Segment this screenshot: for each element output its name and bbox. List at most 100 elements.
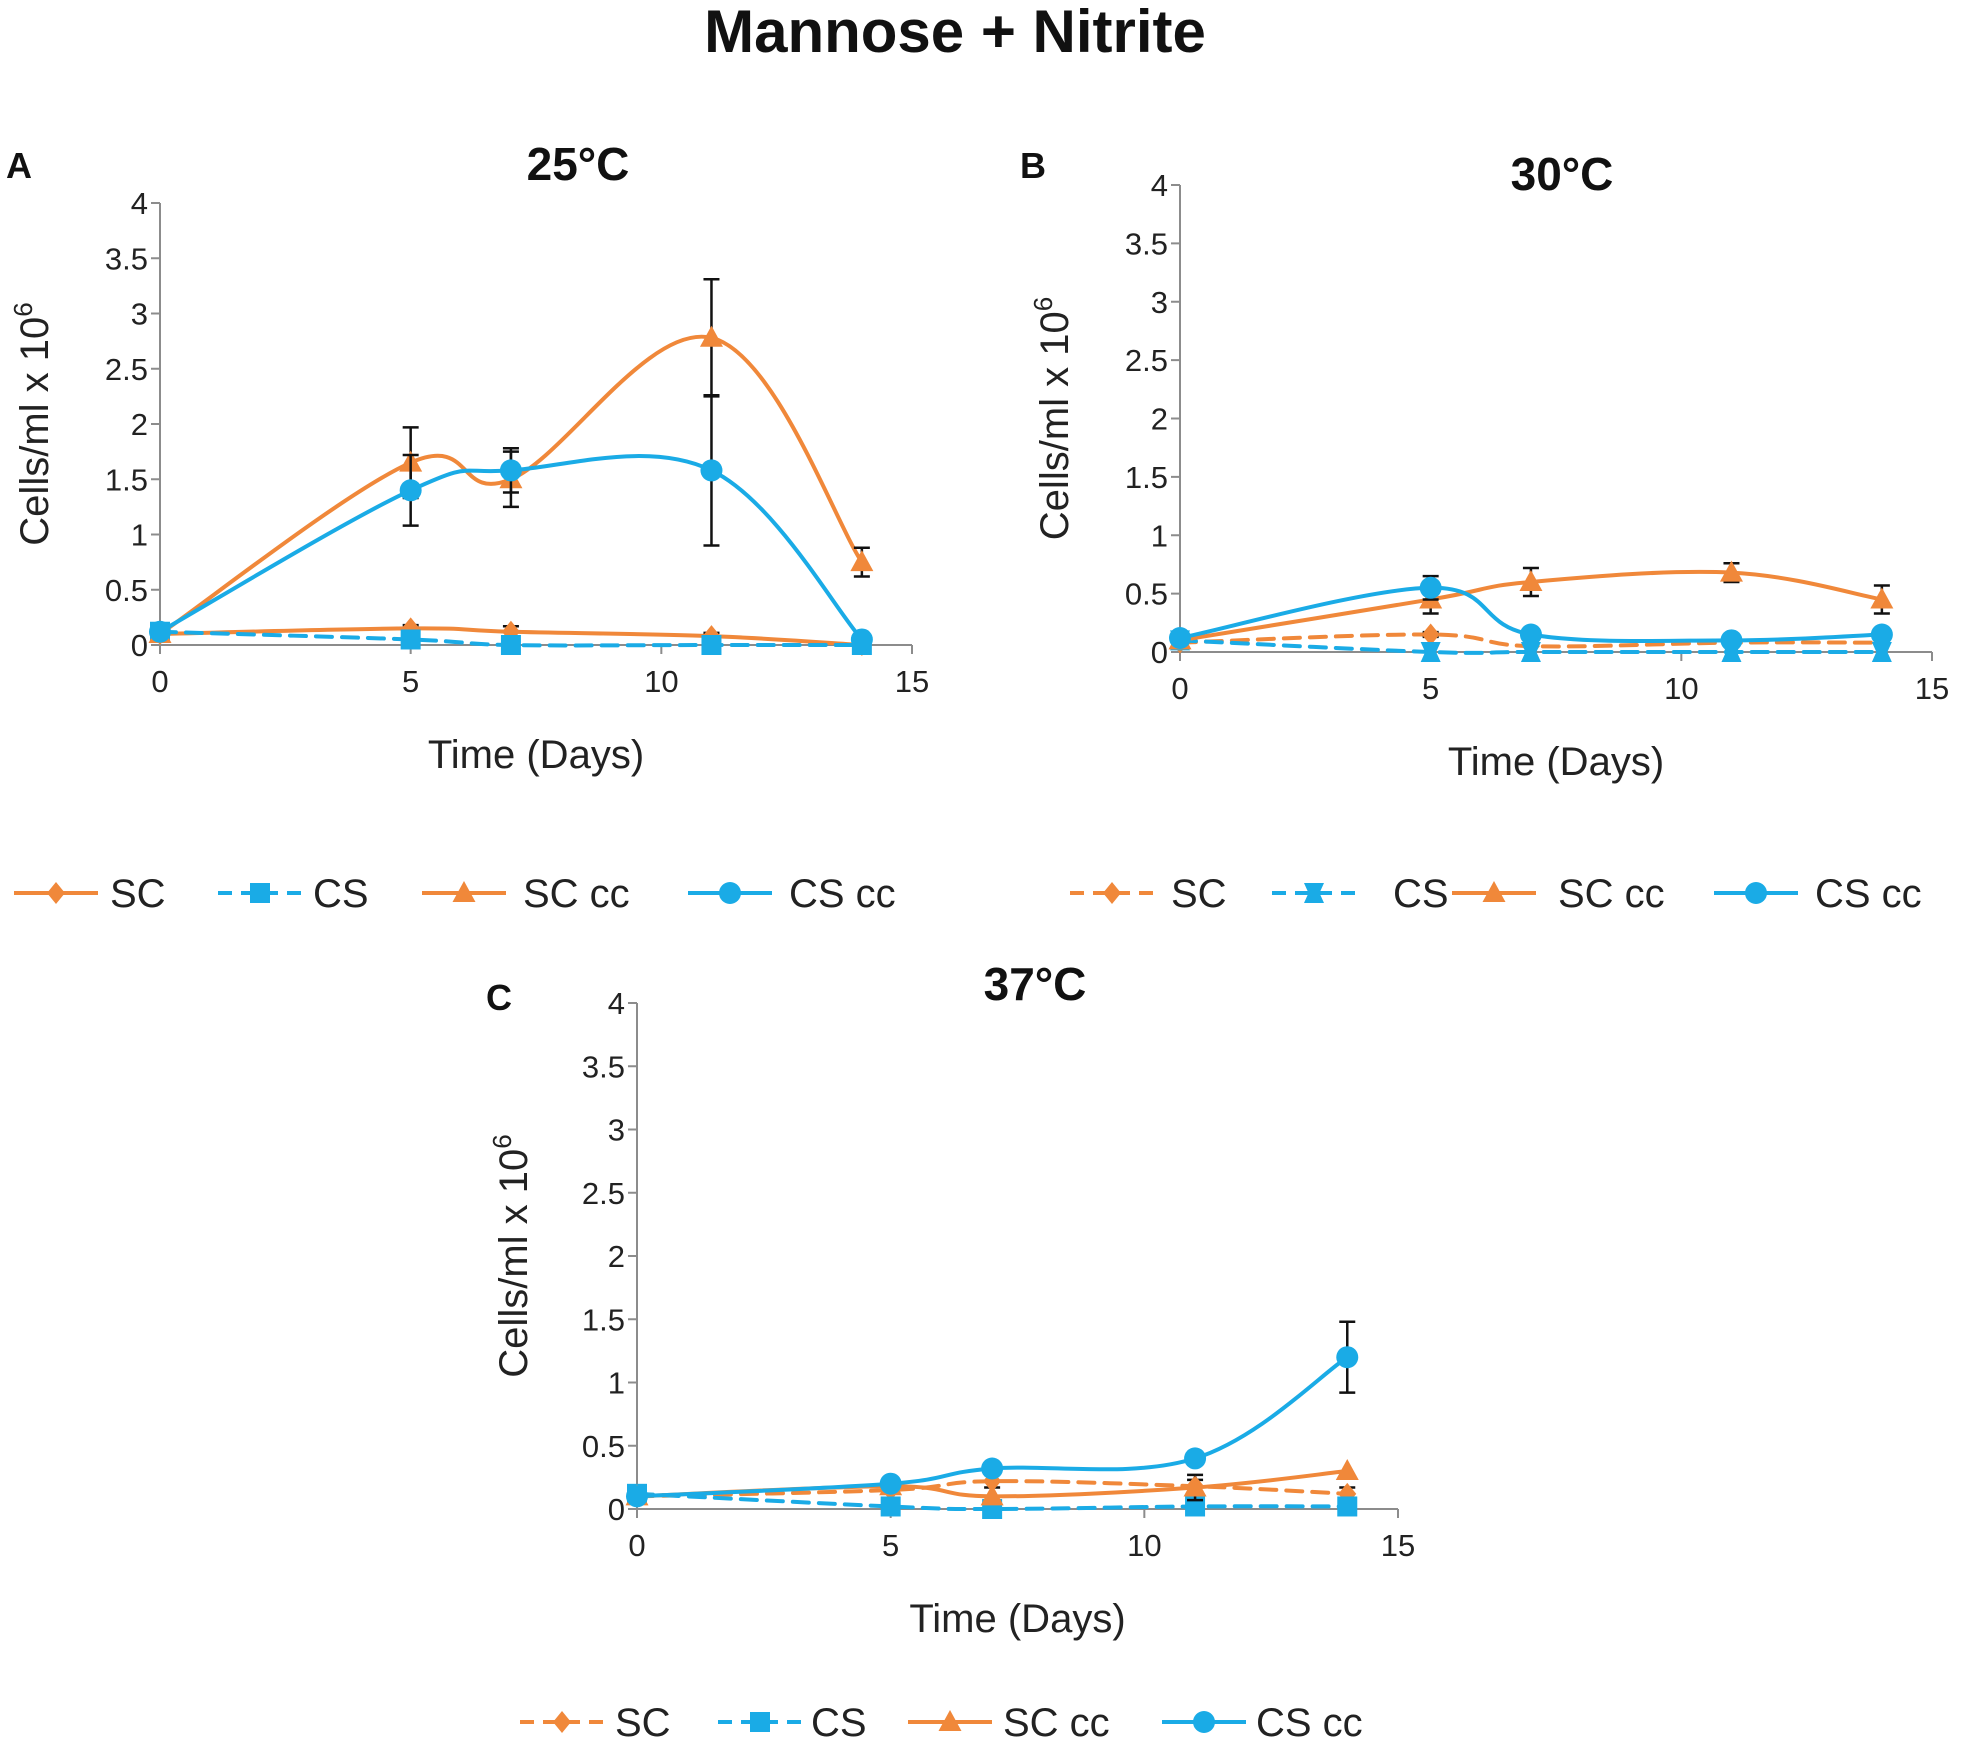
legend: SC CS SC cc CS cc: [520, 1701, 1363, 1745]
data-point: [1519, 623, 1542, 646]
panel-letter: B: [1020, 145, 1046, 186]
legend-item-sc: SC: [1070, 872, 1227, 916]
y-tick-label: 3.5: [1125, 226, 1168, 261]
y-tick-label: 1.5: [105, 462, 148, 497]
data-point: [879, 1472, 902, 1495]
y-tick-label: 2: [608, 1239, 625, 1274]
y-tick-label: 2.5: [105, 352, 148, 387]
y-axis-title-superscript: 6: [487, 1134, 517, 1148]
y-tick-label: 0.5: [582, 1429, 625, 1464]
x-tick-label: 5: [882, 1528, 899, 1563]
x-tick-label: 10: [1664, 671, 1698, 706]
legend-marker: [47, 882, 65, 904]
y-tick-label: 1: [131, 518, 148, 553]
data-point: [400, 629, 421, 650]
legend-marker: [1103, 882, 1121, 904]
legend-label: SC cc: [523, 872, 630, 916]
x-axis-title: Time (Days): [1448, 740, 1664, 784]
figure-title: Mannose + Nitrite: [704, 0, 1206, 65]
y-tick-label: 3.5: [582, 1049, 625, 1084]
legend-item-sc-cc: SC cc: [422, 872, 630, 916]
marker-shape: [1420, 642, 1441, 662]
legend-marker: [1304, 883, 1324, 903]
legend-item-cs: CS: [218, 872, 369, 916]
legend-label: CS: [313, 872, 369, 916]
data-point: [1184, 1447, 1207, 1470]
y-tick-label: 1: [1151, 518, 1168, 553]
data-point: [1185, 1496, 1206, 1517]
data-point: [1519, 569, 1543, 591]
legend-item-sc: SC: [520, 1701, 671, 1745]
legend-label: SC: [615, 1701, 671, 1745]
y-axis-title: Cells/ml x 106: [1028, 297, 1077, 540]
data-point: [149, 620, 171, 643]
chart-panel-a: A 25°C 0 0.5 1 1.5 2 2.5 3 3.5 4 0 5 10 15 Time (Days) C…: [6, 138, 929, 916]
legend: SC CS SC cc CS cc: [1070, 872, 1922, 916]
y-tick-label: 3: [131, 297, 148, 332]
y-tick-label: 1.5: [1125, 460, 1168, 495]
y-tick-label: 1.5: [582, 1302, 625, 1337]
panel-letter: C: [486, 977, 512, 1018]
series-cs-cc: [149, 394, 873, 651]
x-tick-label: 0: [151, 664, 168, 699]
data-point: [699, 325, 723, 347]
y-axis-title-superscript: 6: [8, 302, 38, 316]
data-point: [700, 459, 723, 482]
chart-panel-b: B 30°C 0 0.5 1 1.5 2 2.5 3 3.5 4 0 5 10 15 Time (Days) C…: [1020, 145, 1949, 916]
y-tick-label: 0.5: [105, 573, 148, 608]
y-tick-label: 3.5: [105, 241, 148, 276]
legend: SC CS SC cc CS cc: [14, 872, 896, 916]
y-tick-label: 4: [608, 986, 625, 1021]
legend-marker: [452, 881, 476, 902]
legend-label: CS cc: [1815, 872, 1922, 916]
legend-item-cs-cc: CS cc: [1714, 872, 1922, 916]
series-cs-cc: [626, 1320, 1359, 1508]
legend-marker: [1482, 881, 1506, 902]
x-tick-label: 15: [895, 664, 929, 699]
legend-item-sc-cc: SC cc: [1452, 872, 1665, 916]
x-tick-label: 0: [1171, 671, 1188, 706]
legend-label: CS cc: [1256, 1701, 1363, 1745]
legend-item-cs-cc: CS cc: [688, 872, 896, 916]
marker-shape: [1304, 883, 1324, 903]
data-point: [1720, 629, 1743, 652]
legend-label: CS: [1393, 872, 1449, 916]
marker-shape: [1520, 642, 1541, 662]
x-tick-label: 15: [1381, 1528, 1415, 1563]
series-cs-cc: [1169, 574, 1893, 652]
data-point: [1183, 1475, 1207, 1497]
data-point: [1871, 642, 1892, 662]
chart-panel-c: C 37°C 0 0.5 1 1.5 2 2.5 3 3.5 4 0 5 10 15 Time (Days) C…: [486, 958, 1415, 1745]
x-tick-label: 15: [1915, 671, 1949, 706]
chart-title: 30°C: [1511, 148, 1614, 200]
y-tick-label: 0: [608, 1492, 625, 1527]
legend-label: SC cc: [1003, 1701, 1110, 1745]
y-tick-label: 0: [131, 628, 148, 663]
x-tick-label: 5: [402, 664, 419, 699]
marker-shape: [1871, 642, 1892, 662]
legend-marker: [750, 1712, 770, 1732]
legend-marker: [1745, 882, 1767, 904]
y-axis-title: Cells/ml x 106: [8, 302, 57, 545]
data-point: [1336, 1346, 1359, 1369]
y-tick-label: 4: [131, 186, 148, 221]
legend-label: SC: [110, 872, 166, 916]
x-tick-label: 10: [644, 664, 678, 699]
legend-marker: [553, 1711, 571, 1733]
y-tick-label: 2.5: [582, 1176, 625, 1211]
y-tick-label: 3: [608, 1113, 625, 1148]
legend-label: SC: [1171, 872, 1227, 916]
data-point: [500, 635, 521, 655]
x-axis-title: Time (Days): [428, 733, 644, 777]
legend-label: CS cc: [789, 872, 896, 916]
data-point: [981, 1457, 1004, 1480]
x-axis-title: Time (Days): [909, 1597, 1125, 1641]
data-point: [1870, 623, 1893, 646]
data-point: [1419, 576, 1442, 599]
data-point: [850, 628, 873, 651]
data-point: [1520, 642, 1541, 662]
y-tick-label: 2: [131, 407, 148, 442]
y-tick-label: 0.5: [1125, 577, 1168, 612]
data-point: [1870, 587, 1894, 609]
